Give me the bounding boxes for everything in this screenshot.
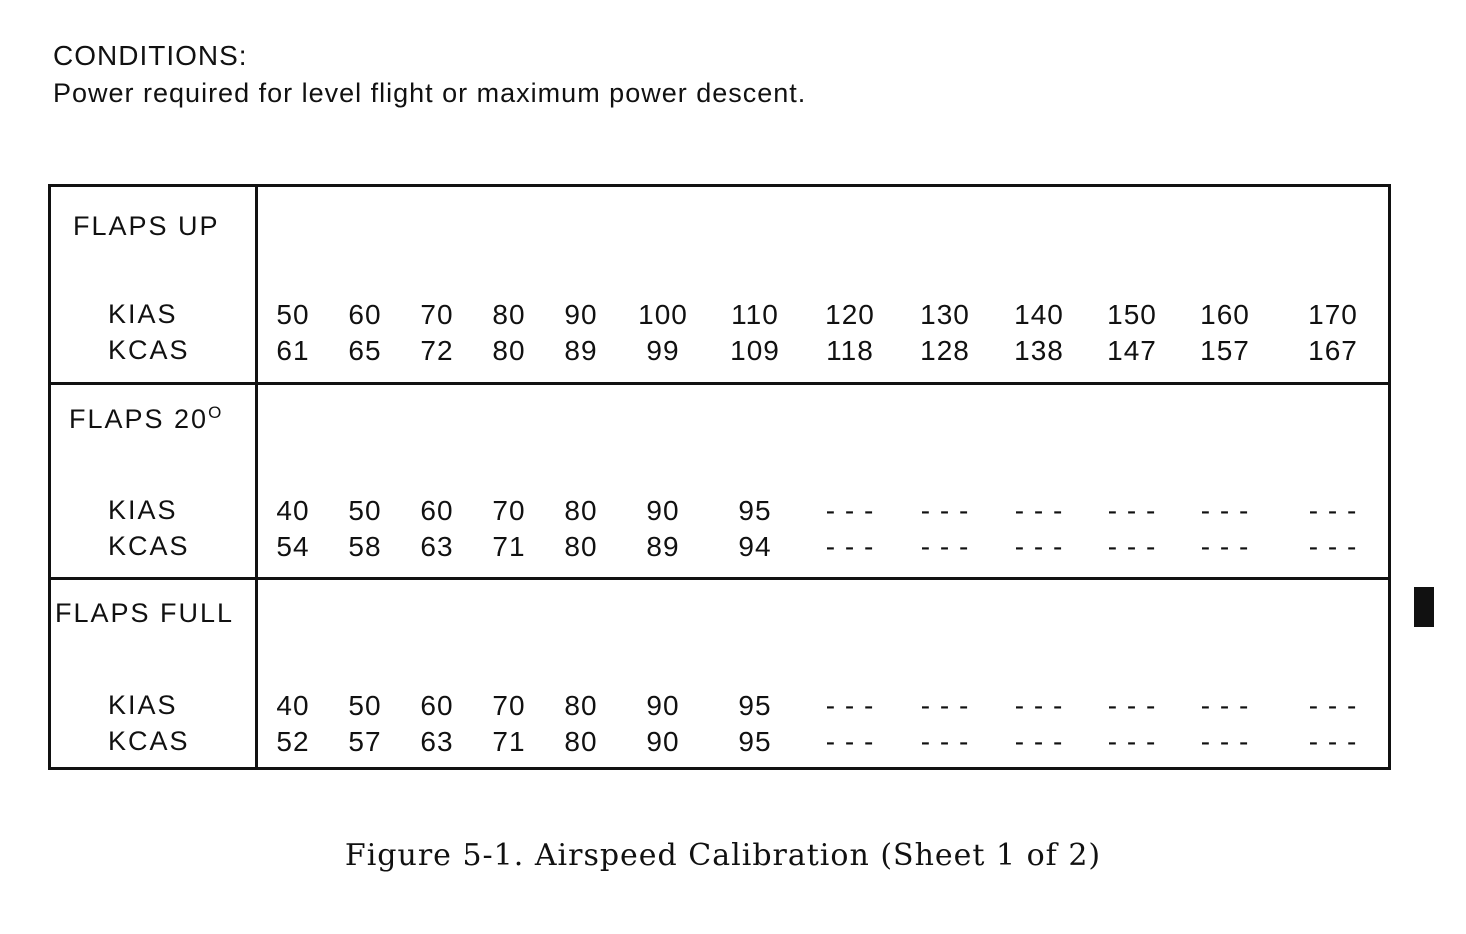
- table-cell: - - -: [920, 531, 970, 562]
- table-cell: 60: [348, 299, 382, 330]
- label-column-divider: [255, 187, 258, 767]
- table-cell: 150: [1107, 299, 1157, 330]
- row-label-kias: KIAS: [108, 495, 178, 525]
- table-cell: 50: [276, 299, 310, 330]
- table-cell: 60: [420, 690, 454, 721]
- table-cell: 95: [738, 690, 772, 721]
- table-cell: 50: [348, 495, 382, 526]
- row-label-kcas: KCAS: [108, 531, 190, 561]
- row-label-kcas: KCAS: [108, 335, 190, 365]
- table-cell: - - -: [1200, 726, 1250, 757]
- table-cell: 170: [1308, 299, 1358, 330]
- table-cell: - - -: [1107, 495, 1157, 526]
- table-cell: 110: [731, 299, 779, 330]
- table-cell: 90: [564, 299, 598, 330]
- table-cell: - - -: [1308, 495, 1358, 526]
- table-cell: - - -: [1308, 726, 1358, 757]
- table-cell: - - -: [1014, 495, 1064, 526]
- table-cell: - - -: [1200, 531, 1250, 562]
- table-cell: 100: [638, 299, 688, 330]
- table-cell: 52: [276, 726, 310, 757]
- table-cell: 63: [420, 726, 454, 757]
- table-cell: 54: [276, 531, 310, 562]
- table-cell: - - -: [920, 690, 970, 721]
- conditions-heading: CONDITIONS:: [53, 40, 248, 71]
- section-title: FLAPS FULL: [55, 598, 235, 628]
- table-cell: - - -: [1107, 726, 1157, 757]
- row-label-kcas: KCAS: [108, 726, 190, 756]
- table-cell: - - -: [825, 495, 875, 526]
- table-cell: 147: [1107, 335, 1157, 366]
- table-cell: 90: [646, 690, 680, 721]
- table-cell: 70: [492, 495, 526, 526]
- table-cell: 80: [564, 531, 598, 562]
- table-cell: - - -: [920, 726, 970, 757]
- table-cell: 80: [492, 299, 526, 330]
- table-cell: 95: [738, 495, 772, 526]
- table-cell: 128: [920, 335, 970, 366]
- figure-caption: Figure 5-1. Airspeed Calibration (Sheet …: [344, 838, 1102, 873]
- table-cell: 80: [564, 690, 598, 721]
- margin-change-bar: [1414, 587, 1434, 627]
- table-cell: - - -: [1107, 690, 1157, 721]
- row-label-kias: KIAS: [108, 299, 178, 329]
- table-cell: 58: [348, 531, 382, 562]
- table-cell: 61: [276, 335, 310, 366]
- table-cell: - - -: [1014, 531, 1064, 562]
- table-cell: 70: [492, 690, 526, 721]
- conditions-text: Power required for level flight or maxim…: [53, 78, 807, 108]
- table-cell: - - -: [1014, 726, 1064, 757]
- table-cell: 140: [1014, 299, 1064, 330]
- table-cell: 95: [738, 726, 772, 757]
- table-cell: 50: [348, 690, 382, 721]
- table-cell: 167: [1308, 335, 1358, 366]
- table-cell: - - -: [825, 726, 875, 757]
- table-cell: - - -: [825, 690, 875, 721]
- table-cell: - - -: [920, 495, 970, 526]
- section-title: FLAPS 20O: [69, 403, 224, 434]
- table-cell: 60: [420, 495, 454, 526]
- table-cell: - - -: [1107, 531, 1157, 562]
- table-cell: 40: [276, 690, 310, 721]
- table-cell: 89: [646, 531, 680, 562]
- table-cell: 109: [730, 335, 780, 366]
- table-cell: 138: [1014, 335, 1064, 366]
- row-label-kias: KIAS: [108, 690, 178, 720]
- table-cell: - - -: [825, 531, 875, 562]
- table-cell: 80: [492, 335, 526, 366]
- table-cell: - - -: [1200, 690, 1250, 721]
- table-cell: 80: [564, 495, 598, 526]
- table-cell: 130: [920, 299, 970, 330]
- table-cell: - - -: [1308, 690, 1358, 721]
- section-flaps-20: FLAPS 20O KIAS 40 50 60 70 80 90 95 - - - - - - - -…: [51, 382, 1388, 580]
- table-cell: - - -: [1308, 531, 1358, 562]
- table-cell: 90: [646, 495, 680, 526]
- table-cell: 40: [276, 495, 310, 526]
- section-flaps-full: FLAPS FULL KIAS 40 50 60 70 80 90 95 - - - - - - - …: [51, 577, 1388, 775]
- table-cell: 90: [646, 726, 680, 757]
- table-cell: 80: [564, 726, 598, 757]
- table-cell: 157: [1200, 335, 1250, 366]
- table-cell: 99: [646, 335, 680, 366]
- airspeed-calibration-table: FLAPS UP KIAS 50 60 70 80 90 100 110 120 130 140 150…: [48, 184, 1391, 770]
- degree-mark: O: [208, 403, 224, 422]
- section-title: FLAPS UP: [73, 211, 220, 241]
- table-cell: 65: [348, 335, 382, 366]
- table-cell: 63: [420, 531, 454, 562]
- table-cell: 57: [348, 726, 382, 757]
- table-cell: 71: [492, 531, 526, 562]
- section-flaps-up: FLAPS UP KIAS 50 60 70 80 90 100 110 120 130 140 150…: [51, 187, 1388, 382]
- table-cell: 89: [564, 335, 598, 366]
- table-cell: 118: [826, 335, 874, 366]
- table-cell: 120: [825, 299, 875, 330]
- table-cell: 72: [420, 335, 454, 366]
- table-cell: - - -: [1014, 690, 1064, 721]
- table-cell: - - -: [1200, 495, 1250, 526]
- table-cell: 71: [492, 726, 526, 757]
- table-cell: 70: [420, 299, 454, 330]
- table-cell: 160: [1200, 299, 1250, 330]
- table-cell: 94: [738, 531, 772, 562]
